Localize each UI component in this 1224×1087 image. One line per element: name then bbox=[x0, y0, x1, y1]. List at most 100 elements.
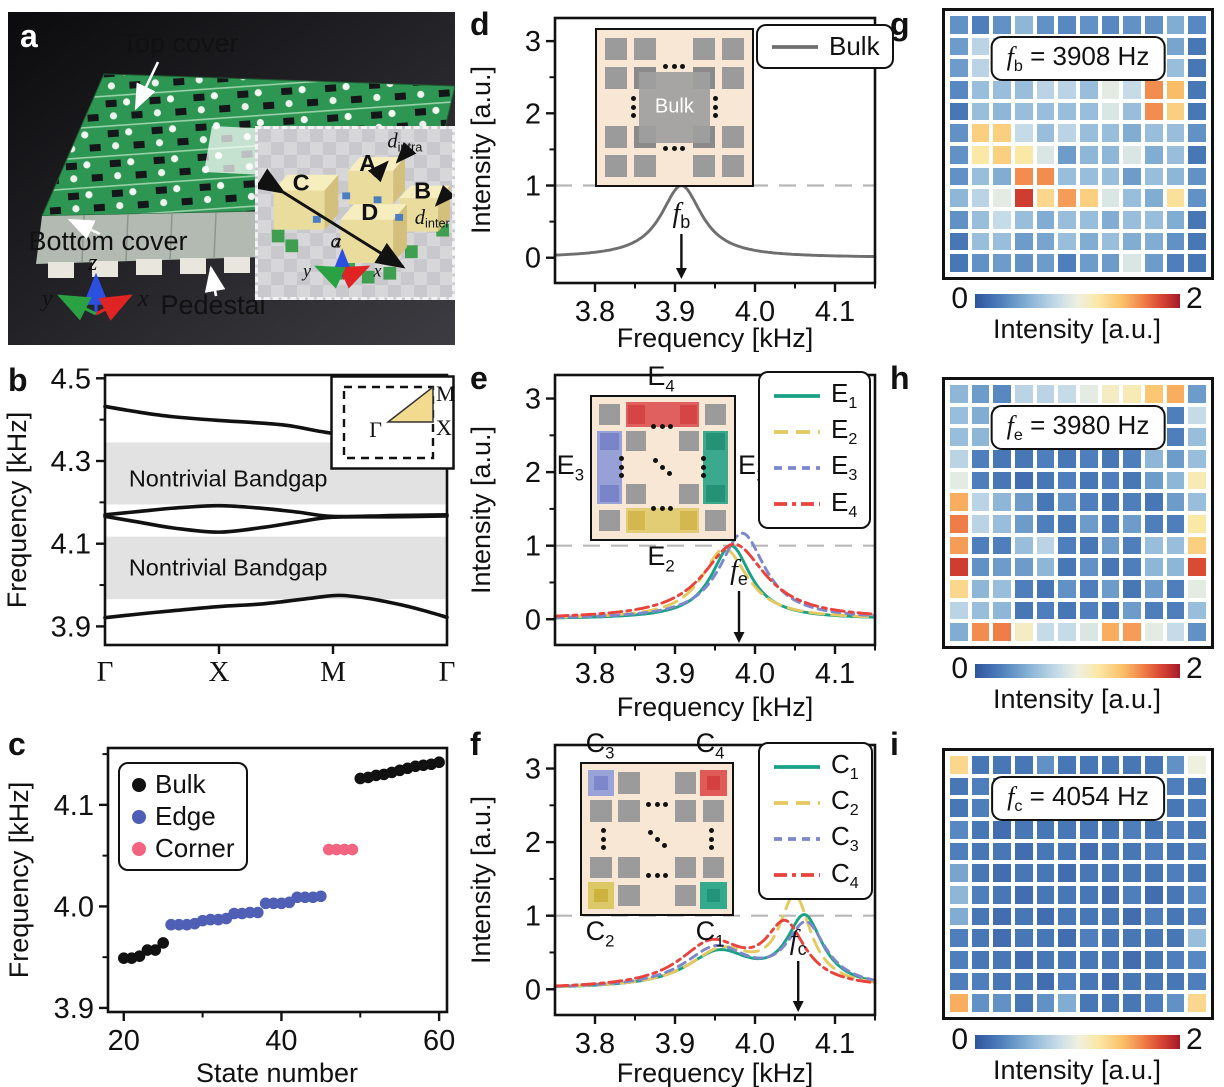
heatmap-cell bbox=[1014, 972, 1033, 991]
scatter-point-Bulk bbox=[149, 944, 162, 956]
ellipsis-dot bbox=[655, 837, 661, 843]
legend-label: Corner bbox=[155, 833, 235, 863]
heatmap-cell bbox=[1058, 820, 1076, 839]
heatmap-cell bbox=[1188, 232, 1206, 251]
ellipsis-dot bbox=[659, 506, 665, 512]
bz-triangle bbox=[385, 385, 434, 423]
heatmap-cell bbox=[1166, 601, 1185, 620]
i-colorbar bbox=[975, 1035, 1180, 1049]
heatmap-cell bbox=[1144, 385, 1163, 403]
legend-row: Corner bbox=[132, 833, 234, 864]
heatmap-cell bbox=[1166, 756, 1185, 774]
heatmap-cell bbox=[993, 929, 1011, 947]
heatmap-cell bbox=[1014, 145, 1033, 164]
lattice-site bbox=[721, 67, 744, 90]
x-tick-label: 40 bbox=[265, 1025, 297, 1057]
bandgap-label: Nontrivial Bandgap bbox=[129, 465, 328, 491]
heatmap-cell bbox=[993, 756, 1011, 774]
x-tick-label: 4.0 bbox=[735, 1028, 775, 1060]
heatmap-cell bbox=[1123, 623, 1141, 641]
heatmap-cell bbox=[993, 514, 1011, 533]
ellipsis-dot bbox=[600, 836, 606, 842]
heatmap-cell bbox=[1144, 232, 1163, 251]
heatmap-cell bbox=[1166, 864, 1185, 882]
heatmap-cell bbox=[971, 885, 990, 904]
lattice-site bbox=[634, 38, 657, 60]
legend-row: Bulk bbox=[770, 31, 880, 62]
heatmap-cell bbox=[1101, 972, 1120, 991]
y-tick-label: 2 bbox=[525, 457, 541, 489]
lattice-site bbox=[605, 125, 627, 148]
heatmap-cell bbox=[1036, 972, 1055, 991]
unit-cell-drawing: A B C D a dintra dinter z y x bbox=[254, 130, 456, 289]
band-curve-1 bbox=[103, 593, 449, 620]
scatter-point-Corner bbox=[346, 843, 359, 856]
y-tick-label: 3 bbox=[525, 26, 541, 58]
heatmap-cell bbox=[1014, 471, 1033, 490]
heatmap-cell bbox=[950, 385, 968, 403]
heatmap-cell bbox=[1144, 820, 1163, 839]
ellipsis-dot bbox=[671, 145, 677, 151]
heatmap-cell bbox=[1014, 189, 1033, 207]
legend-label: E2 bbox=[831, 414, 858, 449]
heatmap-cell bbox=[993, 579, 1011, 598]
heatmap-cell bbox=[1188, 950, 1206, 969]
heatmap-cell bbox=[971, 37, 990, 56]
corner-site-inner-bl bbox=[594, 888, 608, 903]
heatmap-cell bbox=[1188, 37, 1206, 56]
heatmap-cell bbox=[950, 950, 968, 969]
heatmap-cell bbox=[1058, 232, 1076, 251]
heatmap-cell bbox=[1101, 385, 1120, 403]
ellipsis-dot bbox=[663, 872, 669, 878]
heatmap-cell bbox=[1058, 950, 1076, 969]
panel-letter-f: f bbox=[470, 726, 481, 762]
legend-line-sample bbox=[774, 502, 820, 507]
heatmap-cell bbox=[1036, 994, 1055, 1012]
heatmap-cell bbox=[950, 428, 968, 446]
heatmap-cell bbox=[971, 493, 990, 511]
heatmap-cell bbox=[1058, 449, 1076, 468]
heatmap-cell bbox=[993, 601, 1011, 620]
h-frequency-label: fe = 3980 Hz bbox=[990, 405, 1166, 451]
heatmap-cell bbox=[1014, 756, 1033, 774]
legend-line-sample bbox=[774, 800, 820, 805]
heatmap-cell bbox=[1079, 385, 1098, 403]
heatmap-cell bbox=[971, 820, 990, 839]
ellipsis-dot bbox=[680, 64, 686, 70]
panel-c: Frequency [kHz] State number 20 40 60 3.9 4.… bbox=[0, 720, 460, 1087]
heatmap-cell bbox=[1079, 449, 1098, 468]
heatmap-cell bbox=[1079, 929, 1098, 947]
edge-bar-right-site bbox=[706, 484, 725, 503]
heatmap-cell bbox=[1123, 842, 1141, 861]
ellipsis-dot bbox=[618, 464, 624, 470]
heatmap-cell bbox=[1144, 449, 1163, 468]
x-tick-label: 20 bbox=[108, 1025, 140, 1057]
y-tick-label: 3.9 bbox=[54, 993, 94, 1025]
heatmap-cell bbox=[1166, 536, 1185, 555]
inset-z-label: z bbox=[333, 231, 341, 251]
corner-site-inner-tr bbox=[706, 776, 721, 790]
heatmap-cell bbox=[1188, 102, 1206, 121]
heatmap-cell bbox=[1036, 80, 1055, 99]
heatmap-cell bbox=[1036, 189, 1055, 207]
ellipsis-dot bbox=[653, 458, 659, 464]
heatmap-cell bbox=[1079, 232, 1098, 251]
heatmap-cell bbox=[950, 124, 968, 142]
heatmap-cell bbox=[1166, 907, 1185, 926]
lattice-constant-label: a bbox=[331, 228, 342, 252]
heatmap-cell bbox=[1188, 145, 1206, 164]
heatmap-cell bbox=[971, 189, 990, 207]
legend-line-sample bbox=[772, 44, 818, 49]
y-axis-label: y bbox=[40, 286, 53, 312]
heatmap-cell bbox=[993, 994, 1011, 1012]
heatmap-cell bbox=[971, 254, 990, 272]
scatter-point-Bulk bbox=[133, 950, 146, 962]
heatmap-cell bbox=[993, 820, 1011, 839]
legend-label: C1 bbox=[831, 749, 859, 784]
heatmap-cell bbox=[1079, 885, 1098, 904]
heatmap-cell bbox=[1014, 514, 1033, 533]
bandgap-label: Nontrivial Bandgap bbox=[129, 555, 328, 581]
x-tick-label: 3.9 bbox=[655, 658, 695, 690]
heatmap-cell bbox=[1144, 167, 1163, 186]
x-axis-arrow bbox=[95, 294, 133, 321]
